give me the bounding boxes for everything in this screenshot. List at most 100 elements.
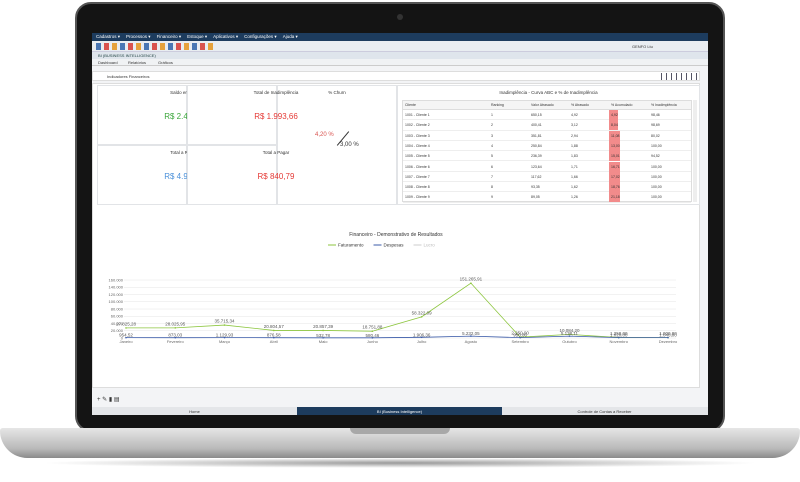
table-cell: 94,52 [651,154,660,159]
menu-item[interactable]: Ajuda ▾ [282,34,298,39]
table-cell: 1,62 [571,185,578,190]
table-cell: 650,15 [531,113,542,117]
table-cell: 4 [491,143,493,148]
x-tick-label: Abril [270,339,278,344]
data-label: 1.000,00 [659,331,677,336]
menu-item[interactable]: Configurações ▾ [244,34,277,39]
x-tick-label: Junho [367,339,379,344]
y-tick-label: 60.000 [111,314,124,319]
legend-label: Despesas [384,243,405,248]
data-label: 5.232,05 [462,331,480,336]
data-label: 58.322,09 [412,310,433,315]
task[interactable]: Home [92,407,297,415]
table-cell: 1006 - Cliente 6 [405,164,430,169]
column-header: % Atrasado [571,103,589,107]
churn-current: 3,00 % [340,142,359,148]
bottom-icons[interactable]: + ✎ ▮ ▤ [97,397,120,403]
data-label: 873,03 [168,333,182,338]
data-label: 20.804,57 [264,324,285,329]
table-row: 1002 - Cliente 2 2 400,41 3,12 8,04 98,69 [403,120,691,131]
table-header: Cliente Ranking Valor Atrasado % Atrasado % … [403,101,691,110]
churn-previous: 4,20 % [315,132,334,138]
toolbar: GENFO Ltu [92,41,708,52]
screen: Cadastros ▾ Processos ▾ Financeiro ▾ Estoqu… [92,33,708,415]
y-tick-label: 100.000 [109,299,124,304]
point [420,336,423,339]
notch [350,428,450,434]
y-tick-label: 40.000 [111,321,124,326]
x-tick-label: Março [219,339,231,344]
table-cell: 98,69 [651,123,660,128]
tab[interactable]: Dashboard [98,60,118,65]
point [174,336,177,339]
table-cell: 1,26 [571,195,578,200]
point [519,336,521,339]
data-label: 1.040,00 [659,333,677,338]
churn-card: % Churn 4,20 % 3,00 % [277,85,397,205]
point [125,336,127,339]
data-label: 532,78 [316,333,330,338]
data-label: 1.250,00 [610,331,628,336]
kpi-label: Saldo em Caixa [170,90,202,95]
table-cell: 3,12 [571,123,578,128]
point [273,336,275,339]
menu-item[interactable]: Processos ▾ [126,34,151,39]
table-cell: 236,39 [531,154,542,159]
table-cell: 100,00 [651,185,662,190]
table-cell: 100,00 [651,143,662,148]
data-label: 18.751,88 [362,325,383,330]
table-cell: 17,02 [609,171,620,182]
table-cell: 4,92 [571,113,578,117]
table: Cliente Ranking Valor Atrasado % Atrasado % … [402,100,692,203]
task[interactable]: BI (Business Intelligence) [297,407,502,415]
y-tick-label: 20.000 [111,328,124,333]
menu-item[interactable]: Estoque ▾ [187,34,208,39]
table-cell: 98,46 [651,113,660,117]
x-tick-label: Dezembro [659,339,678,344]
legend-label: Lucro [424,243,436,248]
scrollbar [693,100,697,202]
data-label: 151.265,91 [460,277,483,282]
column-header: % Acumulado [611,103,633,107]
tab[interactable]: Gráficos [158,60,173,65]
table-cell: 123,64 [531,164,542,169]
kpi-card: Total a Pagar R$ 840,79 [187,145,294,205]
table-title: Inadimplência - Curva ABC e % de Inadimp… [499,90,598,95]
column-header: Cliente [405,103,416,107]
task[interactable]: Controle de Contas a Receber [502,407,707,415]
menu-item[interactable]: Aplicativos ▾ [213,34,239,39]
bottom-toolbar: + ✎ ▮ ▤ [92,395,708,405]
data-label: 28.025,95 [165,321,186,326]
table-cell: 89,05 [531,195,540,200]
table-cell: 100,00 [651,174,662,179]
point [223,324,226,326]
subtab[interactable]: Indicadores Financeiros [92,71,700,81]
table-cell: 117,62 [531,174,542,179]
x-tick-label: Maio [319,339,328,344]
data-label: 10.084,20 [559,328,580,333]
tab[interactable]: Relatórios [128,60,147,65]
point [322,329,324,332]
table-cell: 1001 - Cliente 1 [405,113,430,117]
point [470,335,472,337]
camera [397,14,403,20]
point [371,330,374,333]
table-row: 1001 - Cliente 1 1 650,15 4,92 4,92 98,46 [403,110,691,121]
x-tick-label: Julho [417,339,427,344]
table-cell: 18,76 [609,182,620,193]
table-cell: 250,84 [531,143,542,148]
data-label: 950,00 [513,333,527,338]
menu-item[interactable]: Financeiro ▾ [156,34,182,39]
legend-label: Faturamento [338,243,364,248]
chart: Financeiro - Demonstrativo de Resultados… [109,232,678,344]
table-cell: 7 [491,174,493,179]
menu-item[interactable]: Cadastros ▾ [96,34,121,39]
menu: Cadastros ▾ Processos ▾ Financeiro ▾ Estoqu… [96,34,298,40]
table-row: 1003 - Cliente 3 3 351,81 2,94 11,08 80,02 [403,130,691,141]
table-cell: 1004 - Cliente 4 [405,143,430,148]
table-cell: 9 [491,195,493,200]
table-row: 1005 - Cliente 5 5 236,39 1,83 15,01 94,52 [403,151,691,162]
kpi-card: Saldo em Caixa R$ 2.436,27 [97,85,208,145]
data-label: 35.715,34 [215,319,236,324]
table-cell: 1002 - Cliente 2 [405,123,430,128]
